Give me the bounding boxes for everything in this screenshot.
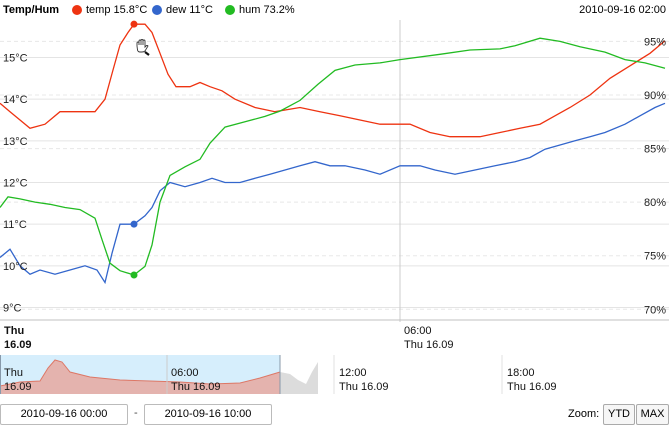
navigator-label-day-3: 12:00 <box>339 367 367 379</box>
legend-marker-hum <box>225 5 235 15</box>
range-to-input[interactable]: 2010-09-16 10:00 <box>144 404 272 425</box>
legend-label-dew: dew 11°C <box>166 4 213 16</box>
series-line-temp[interactable] <box>0 23 666 138</box>
legend-label-hum: hum 73.2% <box>239 4 295 16</box>
range-selector: 2010-09-16 00:00 - 2010-09-16 10:00 Zoom… <box>0 404 669 425</box>
zoom-ytd-button[interactable]: YTD <box>603 404 635 425</box>
legend-item-dew[interactable]: dew 11°C <box>152 4 213 16</box>
chart-header: Temp/Hum temp 15.8°C dew 11°C hum 73.2% … <box>0 0 669 20</box>
zoom-max-button[interactable]: MAX <box>636 404 669 425</box>
legend-label-temp: temp 15.8°C <box>86 4 148 16</box>
hand-cursor-icon <box>136 39 150 56</box>
x-tick-date-1: 16.09 <box>4 339 32 351</box>
legend-item-hum[interactable]: hum 73.2% <box>225 4 295 16</box>
y-right-tick-label: 85% <box>644 144 666 156</box>
y-right-tick-label: 80% <box>644 197 666 209</box>
hover-marker-temp <box>130 20 138 28</box>
navigator-label-day-4: 18:00 <box>507 367 535 379</box>
range-separator: - <box>134 407 138 419</box>
current-timestamp: 2010-09-16 02:00 <box>579 4 666 16</box>
range-from-input[interactable]: 2010-09-16 00:00 <box>0 404 128 425</box>
series-line-dew[interactable] <box>0 102 666 285</box>
legend-marker-temp <box>72 5 82 15</box>
y-right-tick-label: 75% <box>644 251 666 263</box>
main-chart[interactable]: 15°C 14°C 13°C 12°C 11°C 10°C 9°C 95% 90% 85% 80%… <box>0 0 669 404</box>
legend-item-temp[interactable]: temp 15.8°C <box>72 4 147 16</box>
navigator-label-day-2: 06:00 <box>171 367 199 379</box>
y-left-tick-label: 12°C <box>3 178 28 190</box>
zoom-label: Zoom: <box>568 408 600 420</box>
y-right-tick-label: 70% <box>644 304 666 316</box>
y-left-tick-label: 13°C <box>3 136 28 148</box>
x-tick-date-2: Thu 16.09 <box>404 339 454 351</box>
navigator-label-date-2: Thu 16.09 <box>171 381 221 393</box>
navigator[interactable]: Thu 16.09 06:00 Thu 16.09 12:00 Thu 16.0… <box>0 355 669 394</box>
y-right-tick-label: 90% <box>644 90 666 102</box>
navigator-grey-series <box>280 362 318 394</box>
navigator-series-area <box>0 360 280 394</box>
hover-marker-dew <box>130 220 138 228</box>
navigator-label-date-4: Thu 16.09 <box>507 381 557 393</box>
x-tick-day-1: Thu <box>4 325 24 337</box>
navigator-series-line <box>0 359 281 387</box>
y-left-tick-label: 10°C <box>3 261 28 273</box>
hover-marker-hum <box>130 271 138 279</box>
navigator-label-date-3: Thu 16.09 <box>339 381 389 393</box>
y-left-tick-label: 15°C <box>3 53 28 65</box>
navigator-label-day-1: Thu <box>4 367 23 379</box>
y-right-tick-label: 95% <box>644 36 666 48</box>
series-line-hum[interactable] <box>0 37 666 276</box>
chart-title: Temp/Hum <box>3 4 60 16</box>
navigator-label-date-1: 16.09 <box>4 381 32 393</box>
legend-marker-dew <box>152 5 162 15</box>
y-left-tick-label: 14°C <box>3 94 28 106</box>
y-left-tick-label: 9°C <box>3 303 22 315</box>
y-left-tick-label: 11°C <box>3 219 27 231</box>
x-tick-day-2: 06:00 <box>404 325 432 337</box>
